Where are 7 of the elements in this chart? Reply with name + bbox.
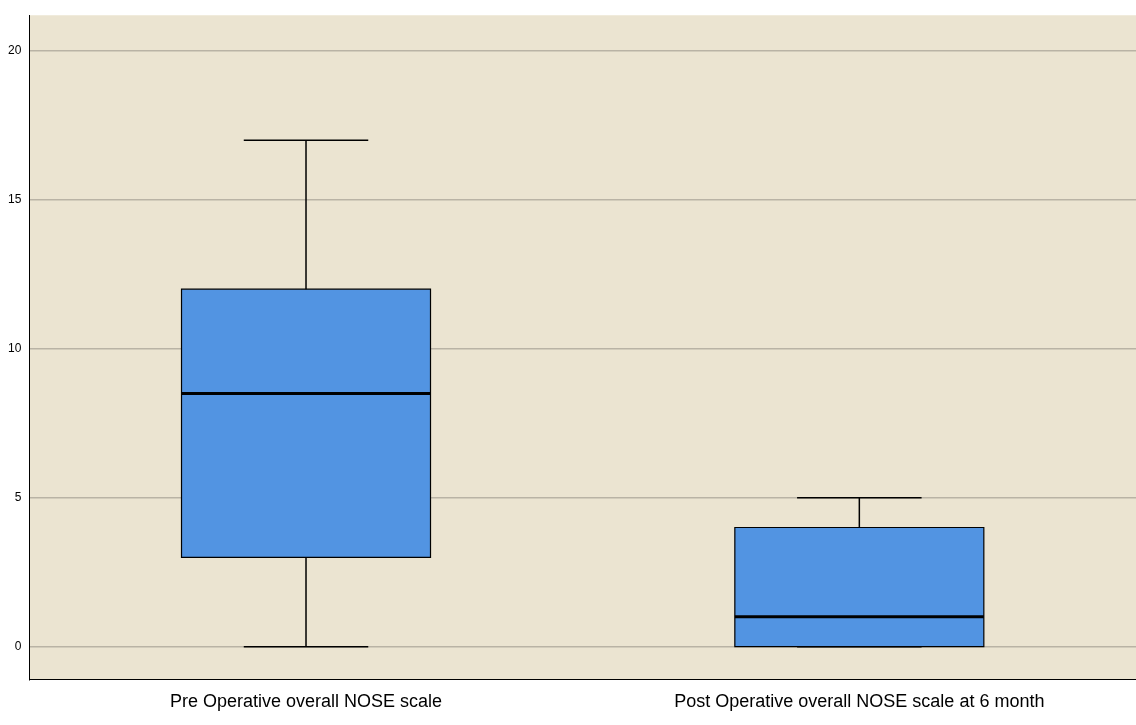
y-tick-label: 0 — [14, 638, 22, 653]
y-tick-label: 15 — [7, 192, 22, 207]
y-tick-label: 20 — [7, 43, 22, 58]
x-tick-label: Pre Operative overall NOSE scale — [169, 691, 443, 712]
x-tick-label: Post Operative overall NOSE scale at 6 month — [674, 691, 1045, 712]
y-tick-label: 5 — [14, 490, 22, 505]
y-tick-label: 10 — [7, 341, 22, 356]
